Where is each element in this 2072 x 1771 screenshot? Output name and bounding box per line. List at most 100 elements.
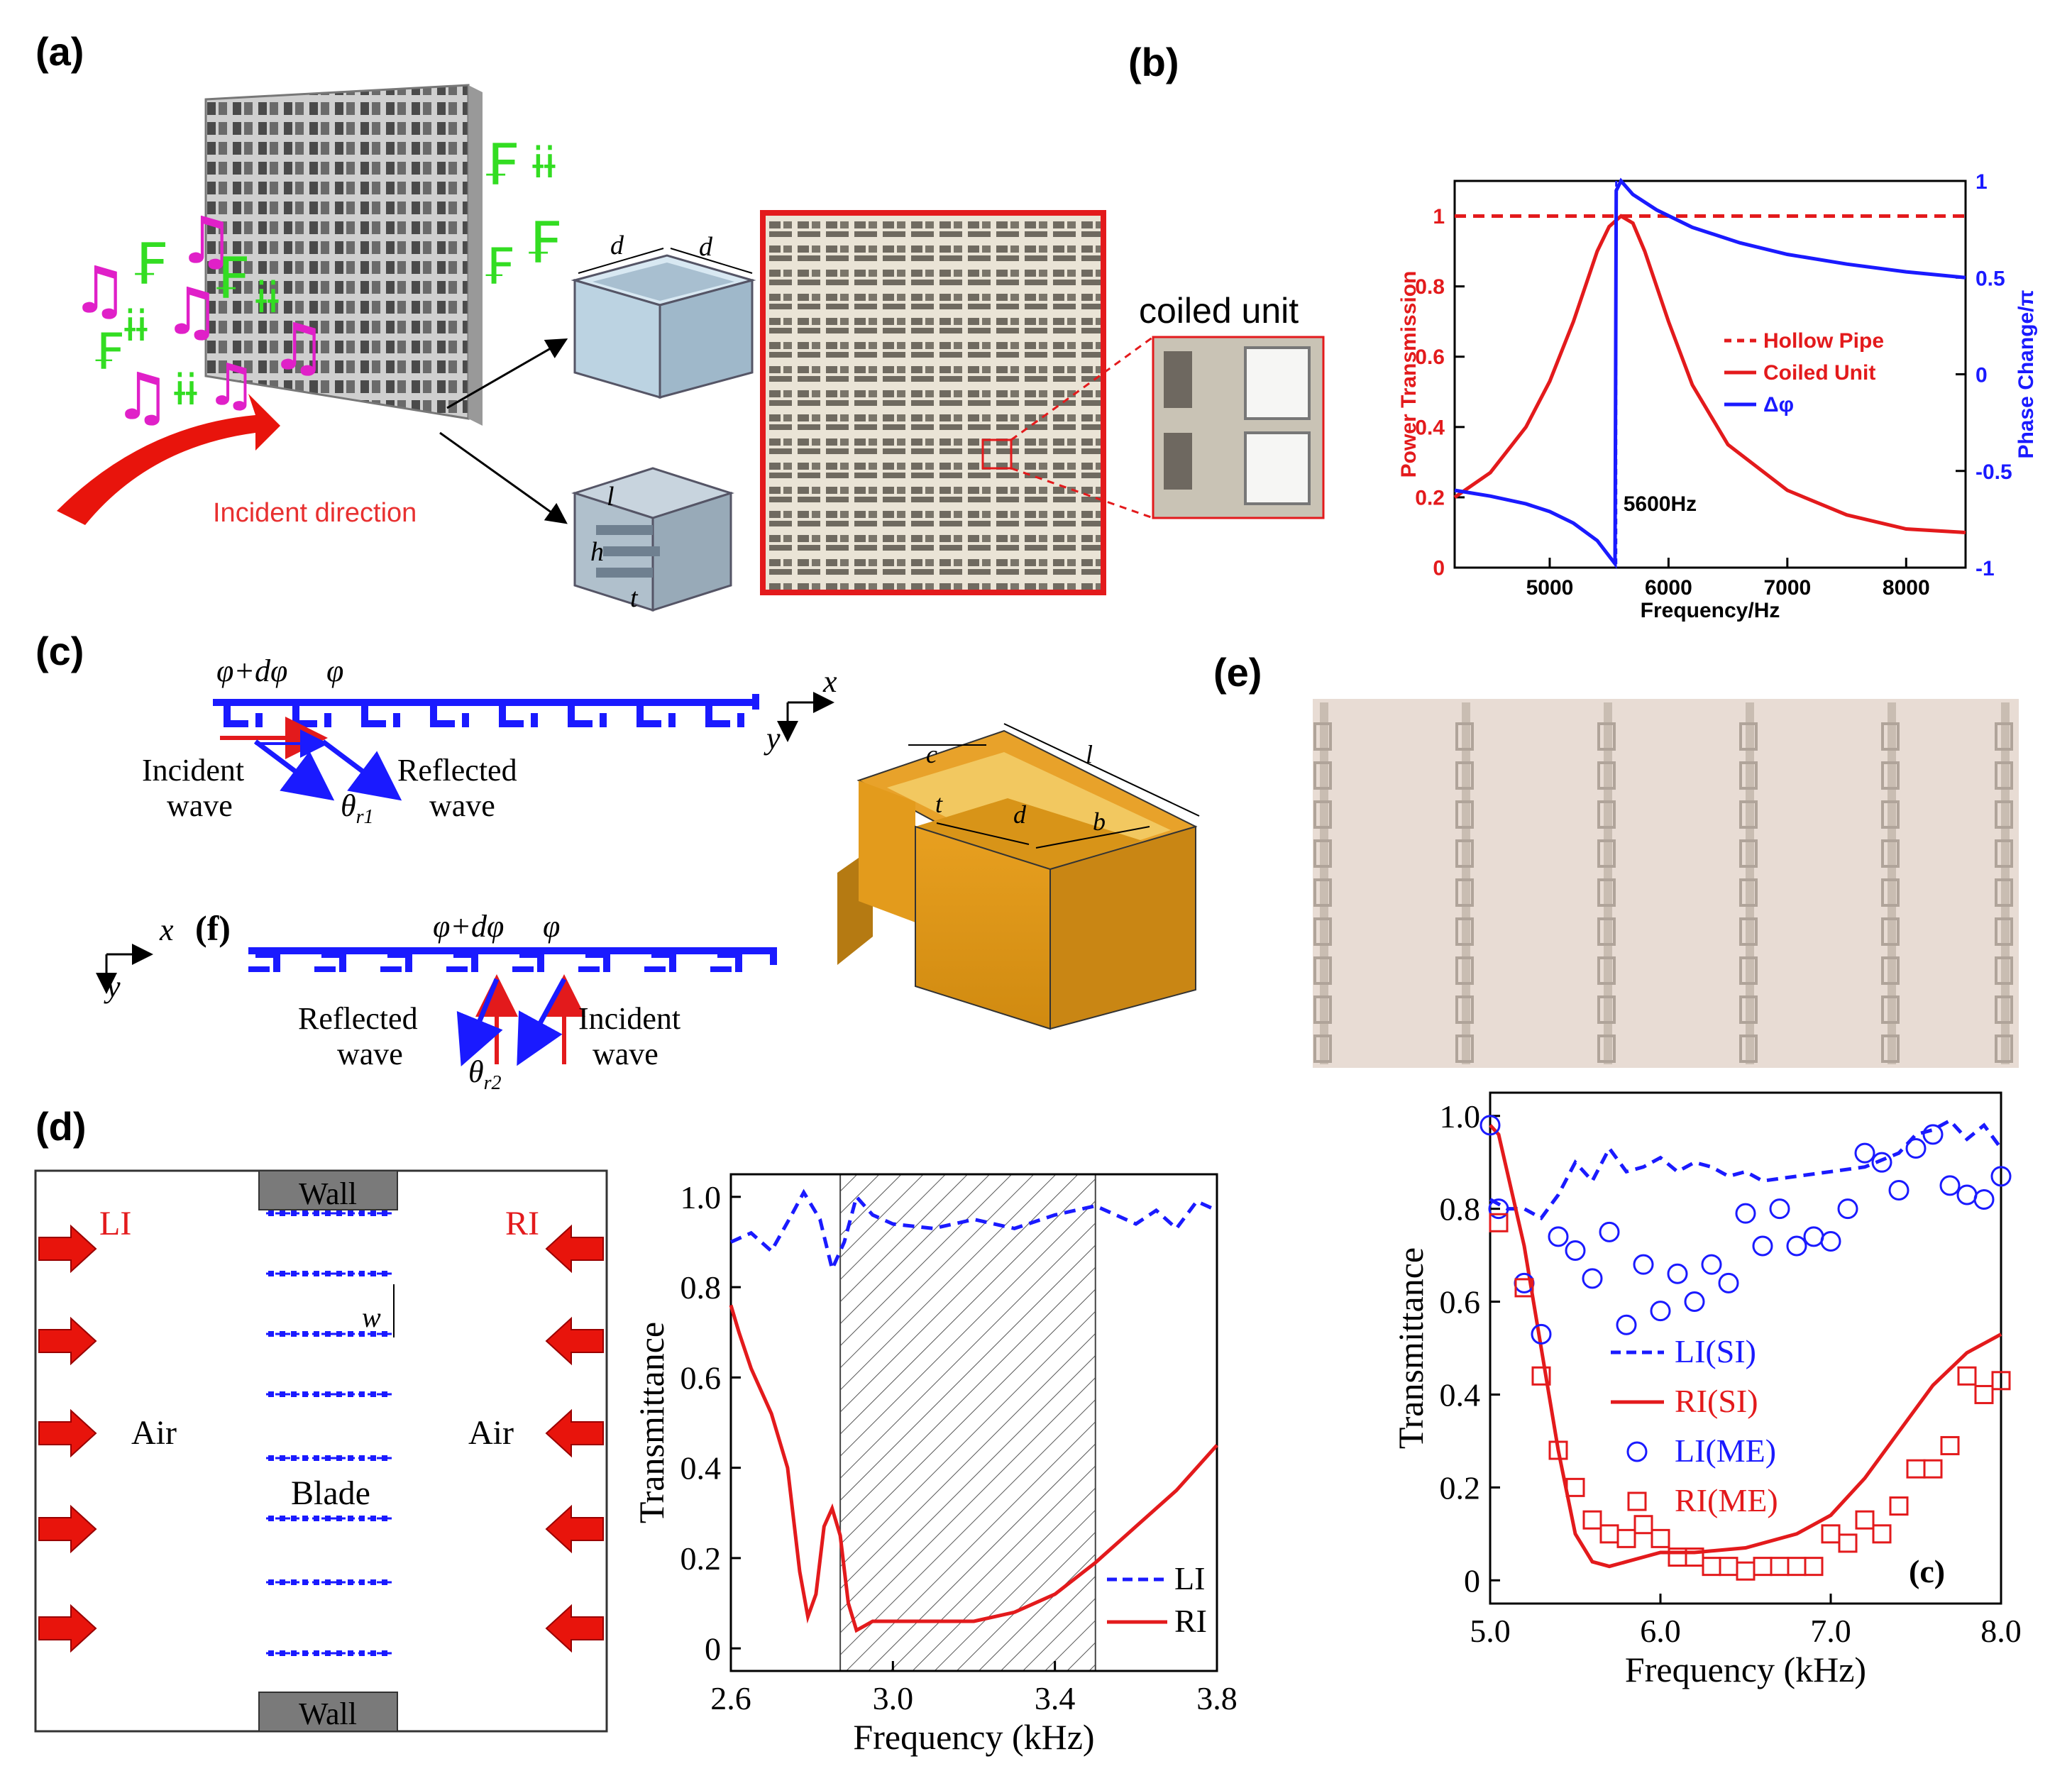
photo-blade-hook bbox=[1881, 800, 1900, 829]
y-tick-label: 1 bbox=[1433, 205, 1445, 228]
coiled-unit-title: coiled unit bbox=[1139, 291, 1299, 331]
orange-unit-3d: c l t d b bbox=[837, 723, 1200, 1030]
x-tick-label: 7000 bbox=[1763, 576, 1811, 600]
blade-segment bbox=[280, 1516, 285, 1521]
metasurface-tooth bbox=[387, 951, 412, 958]
incident-wave-f-2: wave bbox=[593, 1037, 658, 1071]
point-li-me- bbox=[1616, 1314, 1637, 1335]
svg-text:♫: ♫ bbox=[177, 204, 235, 278]
blade-segment bbox=[348, 1391, 353, 1397]
photo-blade-hook bbox=[1739, 917, 1758, 946]
photo-blade-hook bbox=[1313, 956, 1332, 985]
photo-blade-hook bbox=[1995, 1035, 2013, 1063]
metasurface-tooth bbox=[321, 951, 346, 958]
wall-bottom-label: Wall bbox=[299, 1696, 357, 1731]
blade-segment bbox=[382, 1331, 387, 1337]
blade-segment bbox=[370, 1650, 376, 1656]
svg-text:♫: ♫ bbox=[163, 275, 221, 349]
metasurface-tooth bbox=[717, 951, 742, 958]
dim-h: h bbox=[590, 537, 604, 567]
svg-text:ɨɨ: ɨɨ bbox=[124, 302, 148, 351]
svg-text:₣: ₣ bbox=[483, 132, 519, 198]
blade-segment bbox=[382, 1579, 387, 1585]
incidence-arrow-right bbox=[545, 1224, 604, 1274]
metasurface-tooth bbox=[361, 720, 386, 727]
y-tick-label: 0 bbox=[1464, 1562, 1480, 1599]
li-label: LI bbox=[99, 1205, 131, 1242]
legend-label: Δφ bbox=[1763, 393, 1794, 416]
panel-c-illustration: φ+dφ φ x y Incident wave Reflected wave … bbox=[142, 653, 1200, 1030]
point-li-me- bbox=[1565, 1240, 1586, 1262]
point-li-me- bbox=[1582, 1268, 1603, 1289]
blade-segment bbox=[268, 1331, 274, 1337]
blade-segment bbox=[291, 1331, 297, 1337]
point-ri-me- bbox=[1565, 1477, 1585, 1497]
photo-blade-hook bbox=[1455, 878, 1474, 907]
metasurface-tooth bbox=[585, 951, 610, 958]
blade-segment bbox=[348, 1516, 353, 1521]
metasurface-tooth bbox=[430, 720, 455, 727]
svg-text:₣: ₣ bbox=[213, 245, 249, 311]
panel-d-simulation: Wall Wall w LI RI Air Air Blade bbox=[34, 1169, 608, 1733]
photo-blade-hook bbox=[1739, 878, 1758, 907]
svg-text:₣: ₣ bbox=[483, 238, 514, 296]
blade-segment bbox=[370, 1579, 376, 1585]
incidence-arrow-right bbox=[545, 1604, 604, 1653]
y-tick-label: 0.8 bbox=[1440, 1191, 1481, 1227]
phase-label-1: φ+dφ bbox=[216, 653, 287, 688]
blade-array bbox=[266, 1210, 394, 1656]
blade-segment bbox=[280, 1650, 285, 1656]
reflected-wave-f-1: Reflected bbox=[298, 1001, 418, 1036]
metasurface-tooth bbox=[471, 958, 478, 972]
blade-segment bbox=[268, 1455, 274, 1461]
metasurface-tooth bbox=[735, 958, 742, 972]
point-li-me- bbox=[1718, 1272, 1739, 1293]
y-tick-label: 0.4 bbox=[680, 1450, 722, 1486]
photo-blade-hook bbox=[1313, 839, 1332, 868]
photo-blade-hook bbox=[1995, 839, 2013, 868]
incident-direction-label: Incident direction bbox=[213, 498, 417, 528]
photo-blade-hook bbox=[1597, 956, 1616, 985]
x-tick-label: 6.0 bbox=[1640, 1613, 1681, 1649]
shaded-band bbox=[839, 1174, 1096, 1672]
x-tick-label: 5000 bbox=[1526, 576, 1574, 600]
blade-segment bbox=[382, 1455, 387, 1461]
point-li-me- bbox=[1633, 1254, 1654, 1275]
point-ri-me- bbox=[1804, 1557, 1824, 1577]
point-li-me- bbox=[1973, 1189, 1995, 1210]
blade-segment bbox=[382, 1650, 387, 1656]
y-tick-label-right: -1 bbox=[1975, 557, 1995, 580]
photo-blade-hook bbox=[1313, 800, 1332, 829]
point-li-me- bbox=[1701, 1254, 1722, 1275]
blade-segment bbox=[370, 1331, 376, 1337]
blade-segment bbox=[382, 1516, 387, 1521]
x-axis-label: Frequency/Hz bbox=[1641, 599, 1780, 622]
blade-segment bbox=[382, 1210, 387, 1216]
blade-segment bbox=[325, 1391, 331, 1397]
dim-d-2: d bbox=[699, 232, 713, 262]
point-li-me- bbox=[1803, 1226, 1824, 1247]
photo-blade-hook bbox=[1455, 800, 1474, 829]
incidence-arrow-left bbox=[38, 1504, 97, 1554]
photo-blade-hook bbox=[1455, 1035, 1474, 1063]
coiled-unit-cube: l h t bbox=[571, 467, 734, 613]
point-ri-me- bbox=[1514, 1278, 1534, 1298]
blade-segment bbox=[314, 1516, 319, 1521]
air-right-label: Air bbox=[468, 1414, 514, 1452]
y-tick-label-right: -0.5 bbox=[1975, 460, 2012, 484]
panel-label-b: (b) bbox=[1128, 40, 1179, 84]
blade-segment bbox=[336, 1650, 342, 1656]
svg-text:₣: ₣ bbox=[525, 210, 561, 276]
blade-segment bbox=[359, 1579, 365, 1585]
blade-segment bbox=[302, 1516, 308, 1521]
blade-segment bbox=[314, 1579, 319, 1585]
blade-segment bbox=[359, 1391, 365, 1397]
chart-e: 5.0 6.0 7.0 8.0 0 0.2 0.4 0.6 0.8 1.0 Frequency (k… bbox=[1391, 1091, 2022, 1689]
point-ri-me- bbox=[1974, 1384, 1994, 1404]
blade-segment bbox=[359, 1455, 365, 1461]
annotation-c: (c) bbox=[1909, 1553, 1945, 1589]
point-ri-me- bbox=[1855, 1510, 1875, 1530]
point-li-me- bbox=[1479, 1115, 1501, 1136]
series-- bbox=[1454, 177, 1966, 569]
y-tick-label: 0.6 bbox=[680, 1359, 722, 1396]
